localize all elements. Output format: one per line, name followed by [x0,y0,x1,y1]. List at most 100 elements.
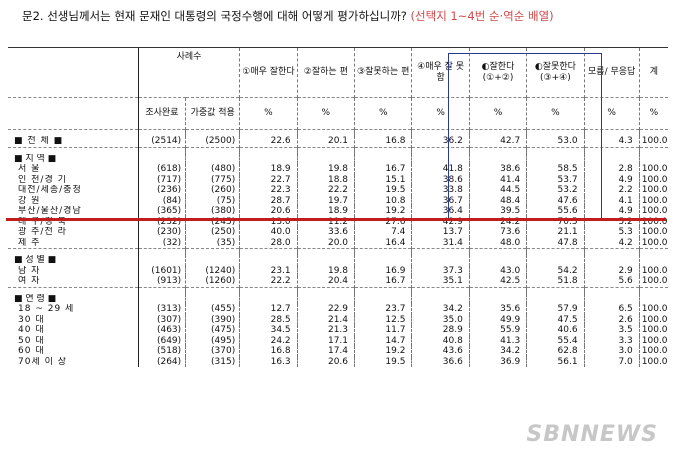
row-label: 인 천/경 기 [18,174,67,185]
count-completed [137,293,186,304]
value-cell: 23.1 [239,265,298,276]
header-col7: 모름/ 무응답 [583,47,640,98]
row-label: 30 대 [18,314,45,325]
count-weighted: (1240) [185,265,240,276]
value-cell: 55.6 [526,206,585,217]
value-cell: 3.5 [583,325,640,336]
count-weighted: (775) [185,174,240,185]
value-cell [468,293,527,304]
value-cell [296,153,355,164]
value-cell: 16.3 [239,356,298,367]
value-cell: 35.0 [411,314,470,325]
count-completed: (313) [137,304,186,315]
value-cell [239,146,298,154]
count-completed [137,248,186,255]
pct-6: % [526,97,585,130]
total-label: ■ 전 체 ■ [14,136,64,146]
section-title: ■ 연 령 ■ [14,293,57,304]
value-cell: 5.3 [583,227,640,238]
value-cell [638,146,668,154]
section-title [8,146,139,154]
value-cell: 19.2 [354,346,412,357]
count-completed [137,146,186,154]
count-completed: (618) [137,164,186,175]
value-cell: 16.9 [354,265,412,276]
count-weighted: (370) [185,346,240,357]
watermark-logo: SBNNEWS [526,422,658,447]
count-weighted: (455) [185,304,240,315]
value-cell: 100.0 [638,276,668,287]
value-cell [638,255,668,266]
value-cell [468,248,527,255]
row-label: 여 자 [18,276,41,286]
value-cell: 56.1 [526,356,585,367]
count-weighted: (35) [185,237,240,249]
question-text: 문2. 선생님께서는 현재 문재인 대통령의 국정수행에 대해 어떻게 평가하십… [22,9,407,23]
value-cell: 15.1 [354,174,412,185]
value-cell: 18.8 [296,174,355,185]
value-cell: 5.6 [583,276,640,287]
value-cell [411,248,470,255]
value-cell: 14.7 [354,335,412,346]
pct-3: % [354,97,412,130]
value-cell: 24.2 [468,216,527,227]
value-cell: 100.0 [638,325,668,336]
header-col2: ②잘하는 편 [296,47,355,98]
value-cell: 42.5 [468,276,527,287]
row-label: 40 대 [18,325,45,335]
value-cell [526,129,585,136]
value-cell: 13.0 [239,216,298,227]
value-cell [468,146,527,154]
value-cell: 36.2 [411,136,470,147]
value-cell: 35.1 [411,276,470,287]
row-label: 대 구/경 북 [18,216,67,227]
header-weighted: 가중값 적용 [185,97,240,130]
value-cell [468,255,527,266]
value-cell: 100.0 [638,185,668,196]
pct-1: % [239,97,298,130]
value-cell: 47.8 [526,237,585,249]
value-cell: 100.0 [638,174,668,185]
value-cell: 100.0 [638,237,668,249]
value-cell [411,255,470,266]
value-cell: 55.9 [468,325,527,336]
value-cell: 41.8 [411,164,470,175]
value-cell: 100.0 [638,335,668,346]
row-label: 50 대 [18,335,45,346]
value-cell [239,286,298,294]
value-cell [526,146,585,154]
value-cell [239,129,298,136]
count-weighted [185,153,240,164]
value-cell: 20.4 [296,276,355,287]
value-cell [638,293,668,304]
section-title [8,286,139,294]
value-cell: 22.2 [296,185,355,196]
value-cell: 12.7 [239,304,298,315]
pct-7: % [583,97,640,130]
value-cell [411,293,470,304]
value-cell [296,129,355,136]
count-weighted: (480) [185,164,240,175]
value-cell [354,248,412,255]
value-cell: 100.0 [638,206,668,217]
value-cell: 16.7 [354,164,412,175]
count-completed: (717) [137,174,186,185]
value-cell: 19.5 [354,185,412,196]
value-cell: 53.0 [526,136,585,147]
value-cell: 100.0 [638,346,668,357]
question-line: 문2. 선생님께서는 현재 문재인 대통령의 국정수행에 대해 어떻게 평가하십… [22,8,554,24]
value-cell: 19.8 [296,265,355,276]
value-cell [468,153,527,164]
value-cell: 21.4 [296,314,355,325]
value-cell [296,293,355,304]
count-completed [137,286,186,294]
value-cell [526,255,585,266]
count-weighted [185,255,240,266]
value-cell: 17.1 [296,335,355,346]
value-cell: 100.0 [638,216,668,227]
value-cell: 13.7 [411,227,470,238]
section-title: ■ 성 별 ■ [14,255,57,265]
value-cell: 2.9 [583,265,640,276]
header-col6: ◐잘못한다 (③+④) [526,47,585,98]
